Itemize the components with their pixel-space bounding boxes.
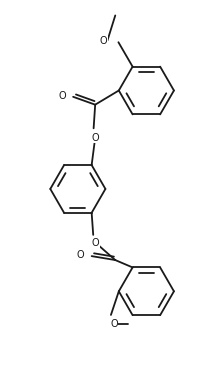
Text: O: O <box>92 238 99 248</box>
Text: O: O <box>58 91 66 101</box>
Text: O: O <box>100 36 107 46</box>
Text: O: O <box>77 250 85 260</box>
Text: O: O <box>110 319 118 329</box>
Text: O: O <box>91 133 99 143</box>
